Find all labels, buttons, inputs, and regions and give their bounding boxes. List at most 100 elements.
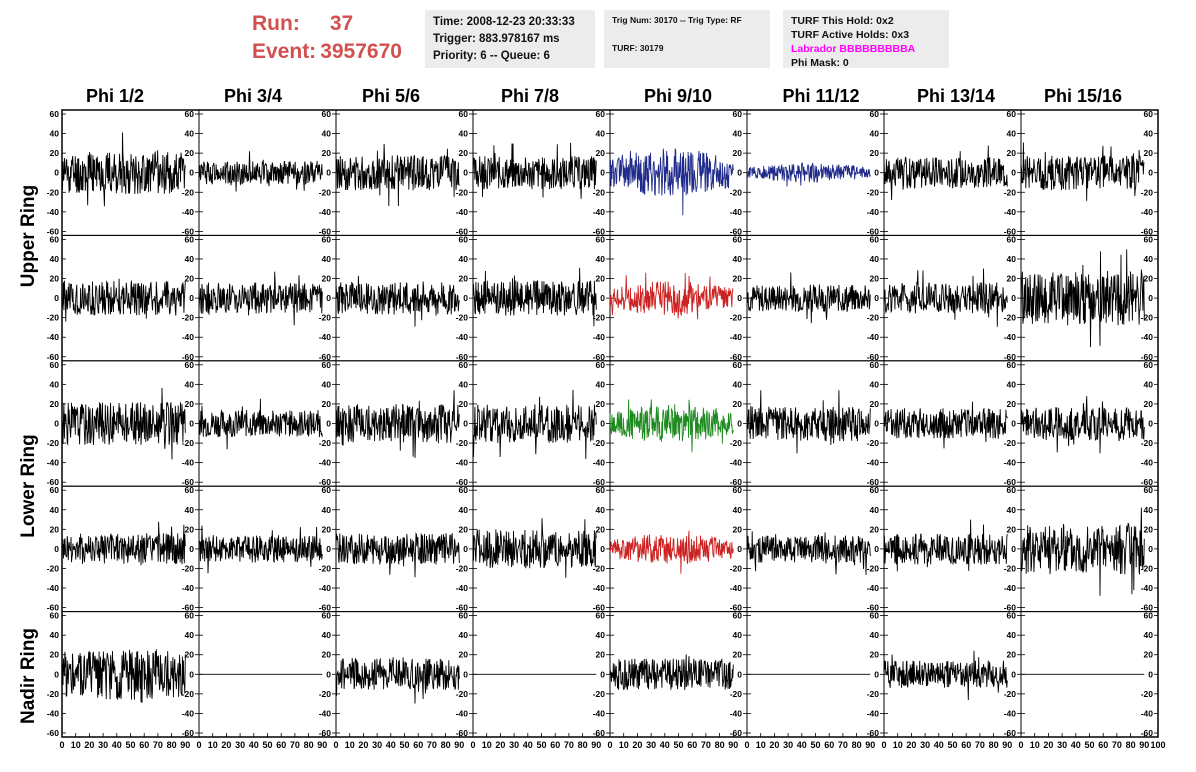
panel-r0-c1: -60 -40 -20 0 20 40 60	[198, 109, 337, 236]
y-tick-label: 60	[870, 109, 880, 119]
y-tick-label: 20	[870, 524, 880, 534]
waveform-trace	[335, 275, 460, 327]
x-tick-label: 0	[1018, 740, 1023, 750]
y-tick-label: -60	[47, 226, 60, 236]
y-tick-label: 0	[54, 544, 59, 554]
y-tick-label: -20	[593, 313, 606, 323]
y-tick-label: -20	[1141, 689, 1154, 699]
y-tick-label: -60	[1141, 477, 1154, 487]
x-tick-label: 30	[783, 740, 793, 750]
x-tick-label: 70	[701, 740, 711, 750]
x-tick-label: 60	[413, 740, 423, 750]
y-tick-label: 20	[596, 399, 606, 409]
y-tick-label: -40	[1004, 332, 1017, 342]
y-tick-label: -40	[593, 708, 606, 718]
panel-r0-c6: -60 -40 -20 0 20 40 60	[883, 109, 1022, 236]
y-tick-label: 60	[185, 611, 195, 621]
waveform-trace	[609, 654, 734, 691]
waveform-trace	[609, 530, 734, 574]
y-tick-label: 40	[870, 505, 880, 515]
event-value: 3957670	[320, 40, 402, 63]
y-tick-label: 0	[600, 293, 605, 303]
y-tick-label: 40	[459, 505, 469, 515]
y-tick-label: 40	[185, 505, 195, 515]
y-tick-label: 20	[50, 524, 60, 534]
y-tick-label: 60	[1144, 485, 1154, 495]
x-tick-label: 90	[1002, 740, 1012, 750]
y-tick-label: 20	[322, 524, 332, 534]
y-tick-label: 60	[733, 234, 743, 244]
y-tick-label: 60	[185, 109, 195, 119]
waveform-trace	[198, 525, 323, 574]
time-info-box: Time: 2008-12-23 20:33:33 Trigger: 883.9…	[425, 10, 595, 68]
y-tick-label: 40	[596, 254, 606, 264]
y-tick-label: 60	[459, 611, 469, 621]
y-tick-label: -40	[319, 583, 332, 593]
panel-r1-c5: -60 -40 -20 0 20 40 60	[746, 234, 885, 362]
y-tick-label: 60	[1007, 109, 1017, 119]
y-tick-label: -40	[182, 458, 195, 468]
y-tick-label: 20	[733, 524, 743, 534]
y-tick-label: -40	[1141, 583, 1154, 593]
y-tick-label: 20	[185, 399, 195, 409]
y-tick-label: -40	[1141, 708, 1154, 718]
y-tick-label: 40	[322, 129, 332, 139]
waveform-trace	[1020, 507, 1145, 596]
y-tick-label: 20	[185, 274, 195, 284]
y-tick-label: 0	[463, 293, 468, 303]
y-tick-label: 60	[870, 360, 880, 370]
y-tick-label: 40	[322, 505, 332, 515]
x-tick-label: 10	[345, 740, 355, 750]
y-tick-label: 40	[596, 379, 606, 389]
y-tick-label: -20	[47, 563, 60, 573]
y-tick-label: 40	[185, 379, 195, 389]
y-tick-label: -60	[593, 603, 606, 613]
x-tick-label: 60	[139, 740, 149, 750]
x-tick-label: 20	[769, 740, 779, 750]
y-tick-label: -20	[182, 563, 195, 573]
x-tick-label: 90	[591, 740, 601, 750]
y-tick-label: -20	[1141, 563, 1154, 573]
y-tick-label: -60	[1004, 352, 1017, 362]
x-tick-label: 20	[1043, 740, 1053, 750]
waveform-trace	[198, 271, 323, 326]
y-tick-label: -20	[319, 563, 332, 573]
waveform-trace	[335, 390, 460, 459]
waveform-trace	[61, 278, 186, 322]
x-tick-label: 30	[1057, 740, 1067, 750]
y-tick-label: -60	[456, 603, 469, 613]
panel-r3-c6: -60 -40 -20 0 20 40 60	[883, 485, 1022, 613]
time-text: Time: 2008-12-23 20:33:33	[433, 16, 575, 28]
y-tick-label: 40	[733, 379, 743, 389]
x-tick-label: 90	[1139, 740, 1149, 750]
y-tick-label: -60	[1004, 226, 1017, 236]
y-tick-label: 40	[870, 254, 880, 264]
y-tick-label: 40	[1144, 379, 1154, 389]
y-tick-label: 40	[733, 630, 743, 640]
y-tick-label: -60	[319, 226, 332, 236]
trig-num-text: Trig Num: 30170 -- Trig Type: RF	[612, 15, 742, 25]
y-tick-label: 40	[322, 254, 332, 264]
y-tick-label: 20	[596, 148, 606, 158]
panel-r2-c4: -60 -40 -20 0 20 40 60	[609, 360, 748, 487]
y-tick-label: 60	[322, 360, 332, 370]
y-tick-label: 60	[50, 360, 60, 370]
x-tick-label: 40	[660, 740, 670, 750]
phi-mask-text: Phi Mask: 0	[791, 57, 849, 69]
y-tick-label: -60	[593, 352, 606, 362]
trigger-text: Trigger: 883.978167 ms	[433, 33, 560, 45]
x-tick-label: 60	[1098, 740, 1108, 750]
waveform-trace	[746, 162, 871, 187]
y-tick-label: 60	[596, 485, 606, 495]
waveform-trace	[472, 389, 597, 460]
panel-r1-c3: -60 -40 -20 0 20 40 60	[472, 234, 611, 362]
x-tick-label: 20	[495, 740, 505, 750]
waveform-trace	[609, 399, 734, 453]
labrador-text: Labrador BBBBBBBBBA	[791, 43, 916, 55]
x-tick-label: 40	[386, 740, 396, 750]
y-tick-label: 0	[326, 419, 331, 429]
y-tick-label: -60	[867, 728, 880, 738]
y-tick-label: 20	[1144, 274, 1154, 284]
